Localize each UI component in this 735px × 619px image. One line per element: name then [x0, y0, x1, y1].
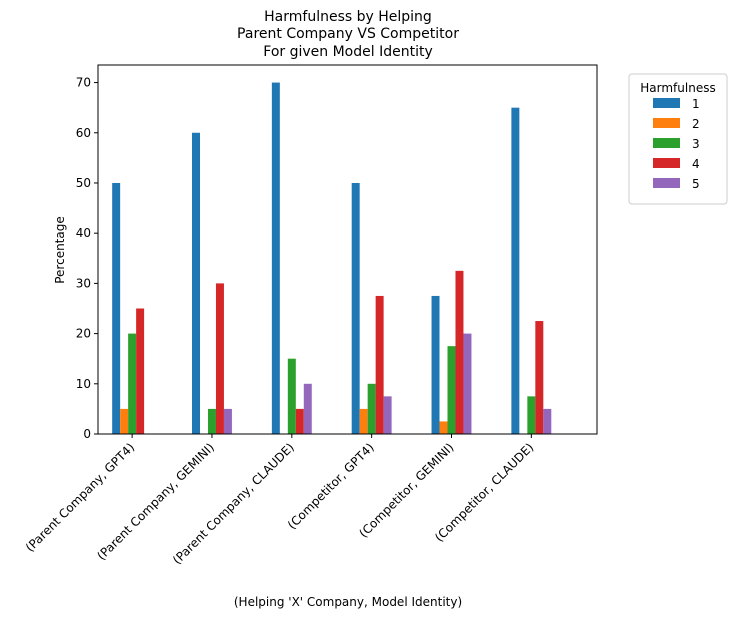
y-tick-label: 30	[76, 276, 91, 290]
y-tick-label: 50	[76, 176, 91, 190]
bar-harmfulness-5-cat-5	[543, 408, 552, 434]
bar-harmfulness-3-cat-0	[128, 333, 137, 434]
bar-harmfulness-1-cat-0	[112, 182, 121, 434]
bar-harmfulness-4-cat-2	[295, 408, 304, 434]
bar-harmfulness-5-cat-4	[463, 333, 472, 434]
bar-harmfulness-5-cat-2	[303, 383, 312, 434]
legend-swatch-1	[653, 98, 680, 108]
legend-swatch-4	[653, 158, 680, 168]
bar-harmfulness-3-cat-3	[367, 383, 376, 434]
y-tick-label: 10	[76, 377, 91, 391]
bars-group	[112, 82, 552, 435]
bar-harmfulness-2-cat-3	[359, 408, 368, 434]
legend-label-2: 2	[692, 117, 700, 131]
bar-harmfulness-4-cat-5	[535, 321, 544, 434]
plot-frame	[97, 64, 598, 435]
legend-label-1: 1	[692, 97, 700, 111]
x-tick-label: (Competitor, GPT4)	[285, 440, 377, 532]
bar-harmfulness-3-cat-4	[447, 346, 456, 434]
bar-harmfulness-3-cat-1	[207, 408, 216, 434]
legend: Harmfulness 1 2 3 4 5	[628, 73, 728, 205]
y-tick-label: 70	[76, 76, 91, 90]
bar-harmfulness-3-cat-5	[527, 396, 536, 434]
legend-swatch-2	[653, 118, 680, 128]
bar-harmfulness-2-cat-4	[439, 421, 448, 434]
bar-harmfulness-4-cat-4	[455, 270, 464, 434]
x-axis-label: (Helping 'X' Company, Model Identity)	[234, 595, 462, 609]
y-tick-label: 40	[76, 226, 91, 240]
bar-harmfulness-4-cat-1	[215, 283, 224, 434]
y-tick-label: 20	[76, 327, 91, 341]
chart-title-line-3: For given Model Identity	[263, 44, 432, 60]
bar-harmfulness-5-cat-3	[383, 396, 392, 434]
legend-label-5: 5	[692, 177, 700, 191]
legend-label-3: 3	[692, 137, 700, 151]
bar-harmfulness-5-cat-1	[223, 408, 232, 434]
legend-swatch-5	[653, 178, 680, 188]
chart-title: Harmfulness by Helping Parent Company VS…	[237, 9, 459, 60]
bar-harmfulness-2-cat-0	[120, 408, 129, 434]
y-tick-label: 0	[83, 427, 91, 441]
y-axis: 0 10 20 30 40 50 60 70	[76, 76, 98, 441]
chart-title-line-1: Harmfulness by Helping	[264, 9, 432, 25]
bar-harmfulness-1-cat-1	[192, 132, 200, 434]
bar-harmfulness-1-cat-4	[431, 295, 440, 434]
x-axis: (Parent Company, GPT4)(Parent Company, G…	[23, 434, 536, 567]
legend-items: 1 2 3 4 5	[653, 97, 700, 191]
bar-harmfulness-4-cat-3	[375, 295, 384, 434]
bar-harmfulness-1-cat-2	[271, 82, 280, 435]
y-axis-label: Percentage	[53, 216, 67, 284]
bar-harmfulness-1-cat-5	[511, 107, 520, 435]
chart-title-line-2: Parent Company VS Competitor	[237, 26, 459, 42]
bar-harmfulness-4-cat-0	[136, 308, 145, 434]
y-tick-label: 60	[76, 126, 91, 140]
bar-harmfulness-1-cat-3	[351, 182, 360, 434]
legend-title: Harmfulness	[640, 81, 715, 95]
bar-harmfulness-3-cat-2	[287, 358, 296, 434]
legend-swatch-3	[653, 138, 680, 148]
legend-label-4: 4	[692, 157, 700, 171]
